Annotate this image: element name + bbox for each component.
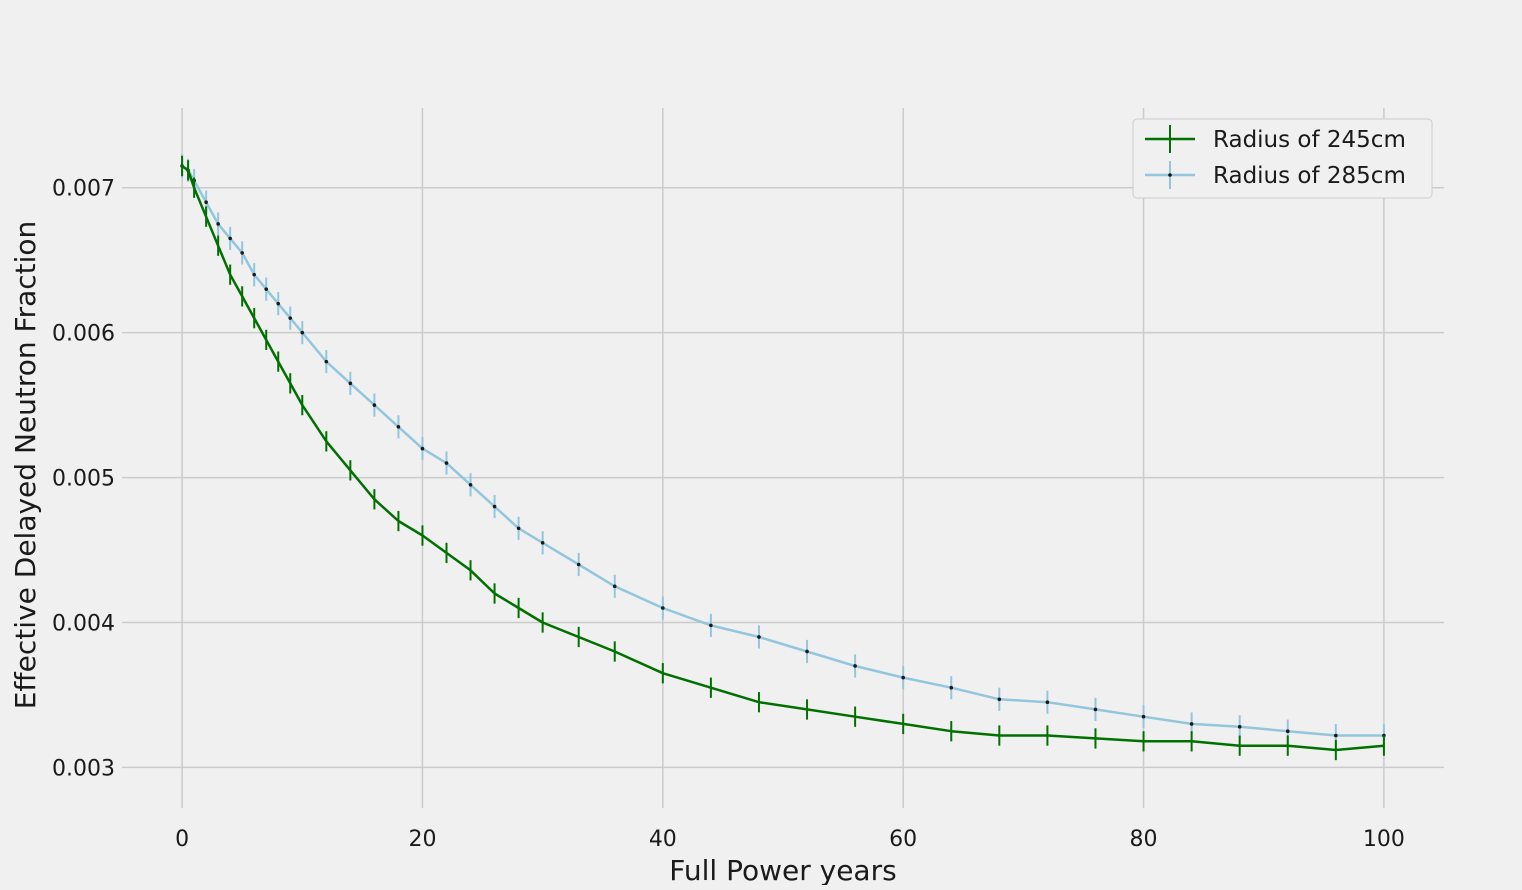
data-point bbox=[576, 562, 581, 567]
y-tick-label: 0.003 bbox=[52, 756, 115, 781]
legend-item-245cm: Radius of 245cm bbox=[1145, 125, 1406, 153]
data-point bbox=[228, 236, 232, 241]
x-axis-label: Full Power years bbox=[669, 854, 896, 885]
legend-label-285cm: Radius of 285cm bbox=[1213, 163, 1406, 189]
data-point bbox=[1045, 700, 1050, 705]
legend: Radius of 245cm Radius of 285cm bbox=[1132, 118, 1433, 199]
series-line bbox=[181, 164, 1385, 752]
data-point bbox=[444, 461, 449, 465]
data-point bbox=[540, 540, 545, 545]
series-245cm bbox=[181, 155, 1385, 761]
data-point bbox=[300, 330, 305, 335]
data-point bbox=[276, 301, 281, 306]
data-point bbox=[757, 635, 761, 639]
data-point bbox=[420, 446, 425, 451]
data-point bbox=[492, 504, 497, 509]
y-tick-label: 0.004 bbox=[52, 611, 115, 636]
y-tick-label: 0.005 bbox=[52, 467, 115, 492]
data-point bbox=[997, 697, 1002, 702]
y-axis-label: Effective Delayed Neutron Fraction bbox=[9, 221, 42, 710]
data-point bbox=[901, 675, 905, 680]
data-point bbox=[805, 649, 809, 654]
data-point bbox=[1334, 733, 1338, 738]
data-point bbox=[324, 359, 329, 364]
tick-labels: 0 20 40 60 80 100 0.003 0.004 0.005 0.006 0.007 bbox=[52, 177, 1405, 852]
grid bbox=[122, 108, 1444, 808]
data-point bbox=[288, 316, 293, 320]
data-point bbox=[240, 251, 244, 255]
series-layer bbox=[180, 154, 1386, 761]
data-point bbox=[1093, 707, 1098, 712]
data-point bbox=[348, 381, 353, 386]
data-point bbox=[1285, 729, 1290, 733]
y-tick-label: 0.006 bbox=[52, 322, 115, 347]
data-point bbox=[853, 664, 857, 668]
x-tick-label: 40 bbox=[649, 827, 677, 852]
x-tick-label: 0 bbox=[175, 827, 189, 852]
x-tick-label: 20 bbox=[408, 827, 436, 852]
data-point bbox=[252, 272, 256, 277]
legend-label-245cm: Radius of 245cm bbox=[1213, 127, 1406, 153]
data-point bbox=[264, 287, 269, 291]
data-point bbox=[709, 623, 713, 628]
y-tick-label: 0.007 bbox=[52, 177, 115, 202]
legend-item-285cm: Radius of 285cm bbox=[1145, 161, 1406, 189]
data-point bbox=[204, 200, 208, 205]
data-point bbox=[1189, 722, 1194, 726]
data-point bbox=[612, 584, 617, 589]
data-point bbox=[216, 222, 220, 226]
x-tick-label: 60 bbox=[889, 827, 917, 852]
legend-marker-285cm bbox=[1168, 173, 1172, 177]
data-point bbox=[1237, 725, 1242, 729]
data-point bbox=[468, 483, 473, 487]
x-tick-label: 80 bbox=[1130, 827, 1158, 852]
x-tick-label: 100 bbox=[1363, 827, 1405, 852]
series-line bbox=[181, 164, 1384, 737]
series-285cm bbox=[180, 154, 1386, 748]
data-point bbox=[516, 526, 521, 531]
data-point bbox=[1141, 714, 1146, 719]
data-point bbox=[661, 606, 665, 610]
data-point bbox=[372, 403, 377, 407]
legend-box bbox=[1132, 118, 1433, 199]
data-point bbox=[396, 425, 401, 429]
data-point bbox=[949, 685, 954, 690]
